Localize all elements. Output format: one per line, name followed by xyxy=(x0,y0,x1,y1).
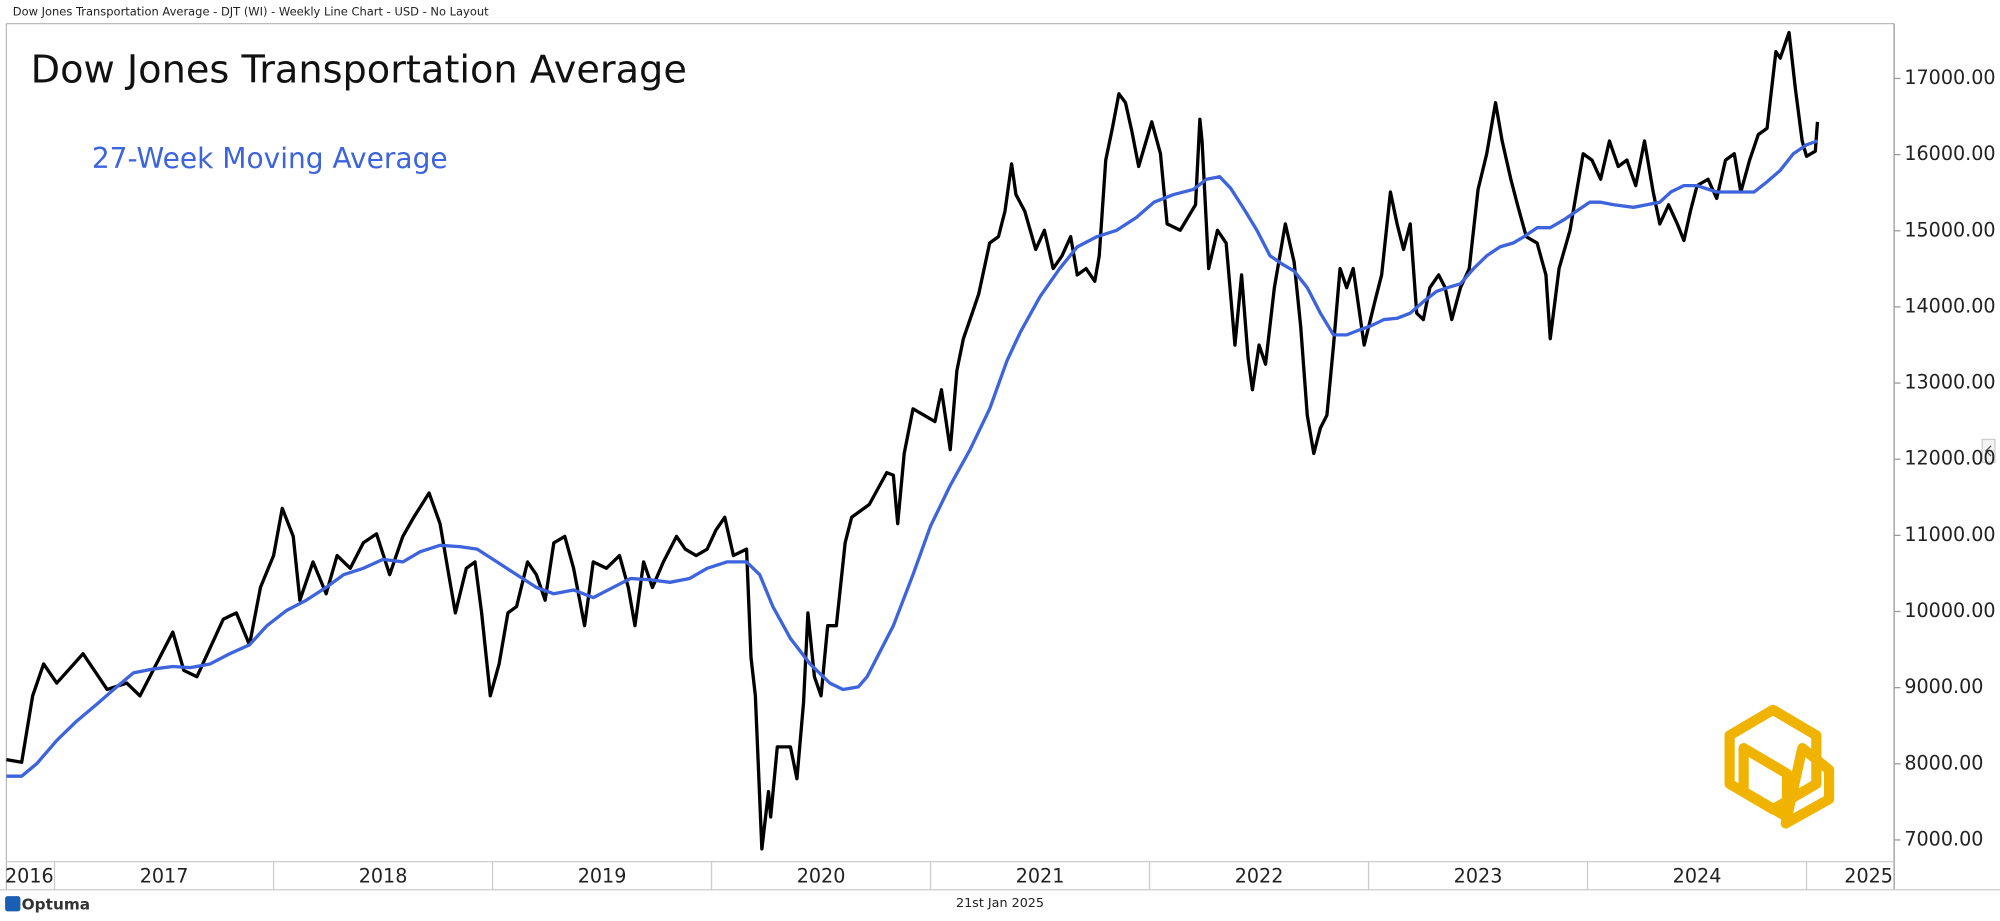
y-tick-label: 9000.00 xyxy=(1904,675,1983,698)
y-tick-label: 16000.00 xyxy=(1904,142,1995,165)
series-line xyxy=(6,30,1820,851)
y-tick-label: 13000.00 xyxy=(1904,371,1995,394)
y-tick-label: 14000.00 xyxy=(1904,294,1995,317)
y-tick-label: 12000.00 xyxy=(1904,447,1995,470)
y-tick-label: 15000.00 xyxy=(1904,218,1995,241)
x-tick-label: 2025 xyxy=(1844,864,1893,887)
footer-date: 21st Jan 2025 xyxy=(956,896,1044,911)
y-tick-label: 7000.00 xyxy=(1904,827,1983,850)
brand-icon xyxy=(5,896,21,912)
x-tick-label: 2018 xyxy=(359,864,408,887)
y-tick-label: 11000.00 xyxy=(1904,523,1995,546)
x-tick-label: 2023 xyxy=(1454,864,1503,887)
x-tick-label: 2016 xyxy=(5,864,54,887)
side-panel-toggle[interactable] xyxy=(1981,438,1996,464)
chart-title: Dow Jones Transportation Average xyxy=(31,48,687,93)
x-tick-label: 2022 xyxy=(1235,864,1284,887)
brand-name: Optuma xyxy=(22,896,90,914)
y-tick-label: 10000.00 xyxy=(1904,599,1995,622)
x-tick-label: 2017 xyxy=(140,864,189,887)
y-tick-label: 8000.00 xyxy=(1904,751,1983,774)
legend-entry: 27-Week Moving Average xyxy=(92,142,448,175)
x-tick-label: 2021 xyxy=(1016,864,1065,887)
y-tick-label: 17000.00 xyxy=(1904,66,1995,89)
logo xyxy=(1724,704,1835,829)
series-line xyxy=(6,139,1819,778)
logo-link xyxy=(1780,743,1835,829)
x-tick-label: 2020 xyxy=(797,864,846,887)
x-tick-label: 2024 xyxy=(1673,864,1722,887)
window-header: Dow Jones Transportation Average - DJT (… xyxy=(13,5,489,19)
toggle-arrow xyxy=(1985,445,1992,457)
x-tick-label: 2019 xyxy=(578,864,627,887)
